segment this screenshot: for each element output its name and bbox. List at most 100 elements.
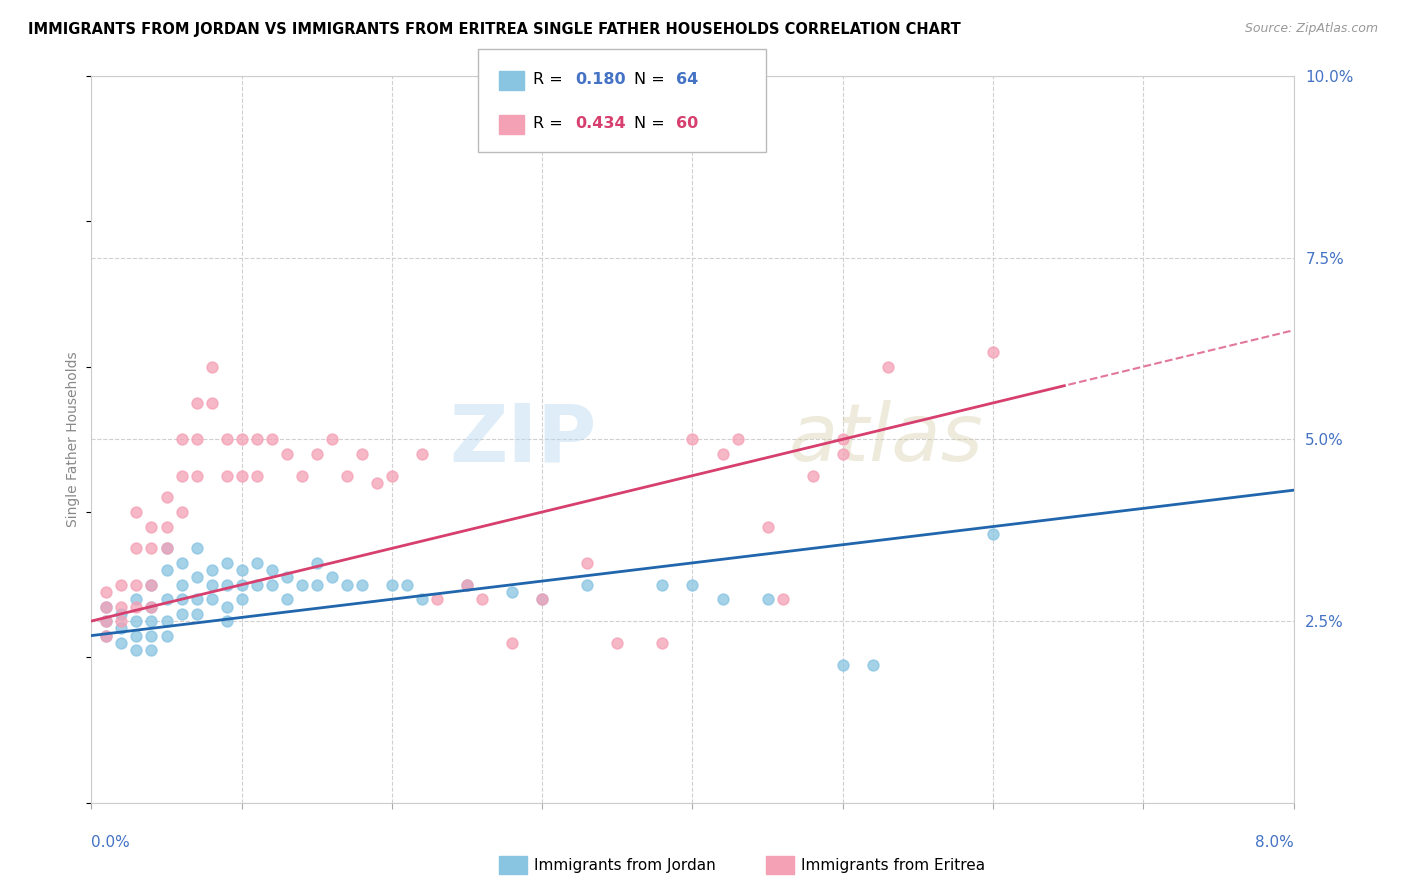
Point xyxy=(711,447,734,461)
Point xyxy=(381,468,404,483)
Point xyxy=(186,468,208,483)
Point xyxy=(215,614,238,628)
Point xyxy=(110,599,132,614)
Point xyxy=(141,578,163,592)
Point xyxy=(246,433,269,447)
Point xyxy=(862,657,884,672)
Point xyxy=(215,578,238,592)
Point xyxy=(501,636,523,650)
Point xyxy=(411,447,433,461)
Point xyxy=(756,592,779,607)
Point xyxy=(801,468,824,483)
Point xyxy=(125,629,148,643)
Point xyxy=(110,621,132,635)
Point xyxy=(772,592,794,607)
Point xyxy=(96,599,118,614)
Point xyxy=(110,636,132,650)
Point xyxy=(110,578,132,592)
Point xyxy=(186,592,208,607)
Point xyxy=(981,526,1004,541)
Text: R =: R = xyxy=(533,72,568,87)
Text: atlas: atlas xyxy=(789,401,983,478)
Point xyxy=(155,614,177,628)
Point xyxy=(141,599,163,614)
Point xyxy=(186,433,208,447)
Point xyxy=(215,433,238,447)
Point xyxy=(155,592,177,607)
Point xyxy=(215,599,238,614)
Point xyxy=(576,556,599,570)
Point xyxy=(170,592,193,607)
Point xyxy=(125,541,148,556)
Point xyxy=(681,578,703,592)
Point xyxy=(501,585,523,599)
Point xyxy=(141,599,163,614)
Point xyxy=(727,433,749,447)
Text: R =: R = xyxy=(533,116,568,131)
Point xyxy=(831,433,853,447)
Point xyxy=(276,570,298,584)
Text: IMMIGRANTS FROM JORDAN VS IMMIGRANTS FROM ERITREA SINGLE FATHER HOUSEHOLDS CORRE: IMMIGRANTS FROM JORDAN VS IMMIGRANTS FRO… xyxy=(28,22,960,37)
Text: 64: 64 xyxy=(676,72,699,87)
Point xyxy=(681,433,703,447)
Text: Immigrants from Eritrea: Immigrants from Eritrea xyxy=(801,858,986,872)
Point xyxy=(141,578,163,592)
Point xyxy=(125,592,148,607)
Point xyxy=(141,541,163,556)
Point xyxy=(201,592,224,607)
Text: 8.0%: 8.0% xyxy=(1254,836,1294,850)
Point xyxy=(531,592,554,607)
Point xyxy=(321,570,343,584)
Point xyxy=(456,578,478,592)
Point xyxy=(246,468,269,483)
Text: N =: N = xyxy=(634,72,671,87)
Point xyxy=(125,599,148,614)
Point xyxy=(231,563,253,577)
Point xyxy=(201,563,224,577)
Point xyxy=(231,578,253,592)
Point xyxy=(260,433,283,447)
Point xyxy=(215,556,238,570)
Point xyxy=(170,505,193,519)
Point xyxy=(336,468,359,483)
Point xyxy=(155,629,177,643)
Point xyxy=(170,556,193,570)
Point xyxy=(155,519,177,533)
Point xyxy=(110,607,132,621)
Point xyxy=(186,607,208,621)
Point xyxy=(426,592,449,607)
Point xyxy=(305,447,328,461)
Point xyxy=(651,578,673,592)
Point xyxy=(756,519,779,533)
Point xyxy=(231,592,253,607)
Text: 0.434: 0.434 xyxy=(575,116,626,131)
Point xyxy=(201,578,224,592)
Point xyxy=(246,578,269,592)
Text: 0.180: 0.180 xyxy=(575,72,626,87)
Point xyxy=(170,468,193,483)
Point xyxy=(141,643,163,657)
Y-axis label: Single Father Households: Single Father Households xyxy=(66,351,80,527)
Point xyxy=(141,614,163,628)
Point xyxy=(305,578,328,592)
Point xyxy=(155,491,177,505)
Point xyxy=(186,541,208,556)
Text: Source: ZipAtlas.com: Source: ZipAtlas.com xyxy=(1244,22,1378,36)
Point xyxy=(395,578,418,592)
Point xyxy=(96,614,118,628)
Point xyxy=(291,578,314,592)
Point xyxy=(96,614,118,628)
Point xyxy=(291,468,314,483)
Point xyxy=(155,541,177,556)
Point xyxy=(141,629,163,643)
Point xyxy=(366,475,388,490)
Point xyxy=(186,570,208,584)
Point xyxy=(576,578,599,592)
Point xyxy=(155,541,177,556)
Point xyxy=(321,433,343,447)
Point xyxy=(96,599,118,614)
Point xyxy=(350,447,373,461)
Point xyxy=(96,629,118,643)
Point xyxy=(141,519,163,533)
Point xyxy=(606,636,628,650)
